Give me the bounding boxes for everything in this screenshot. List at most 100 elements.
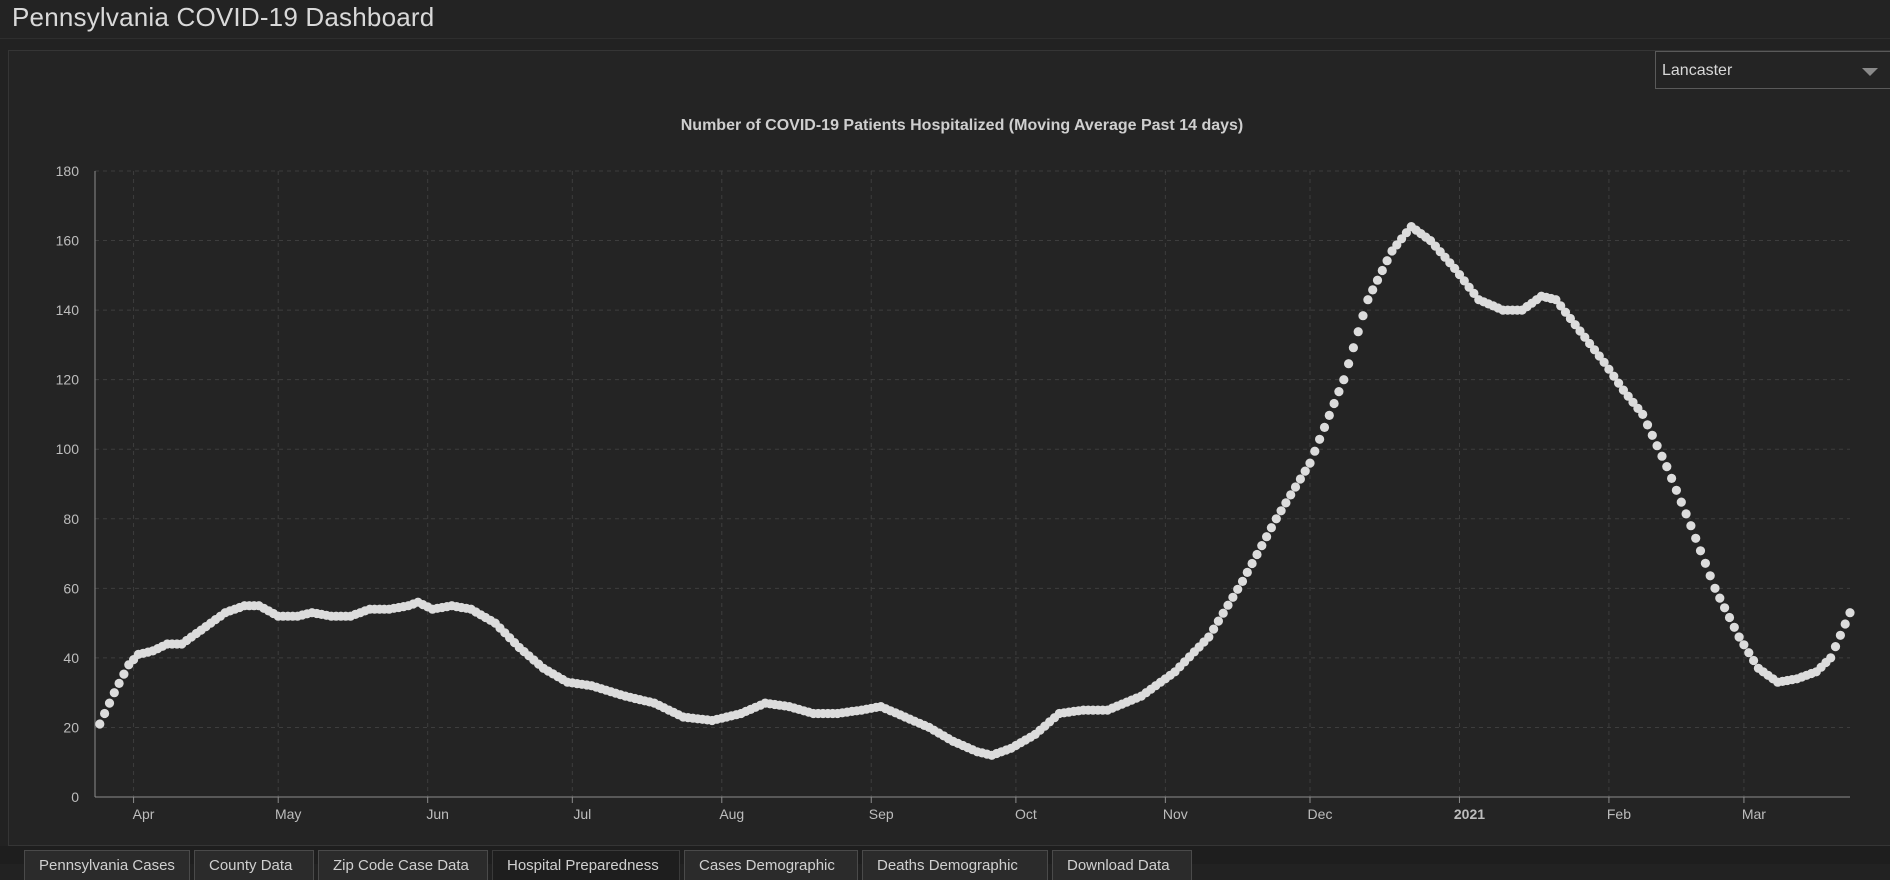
data-point — [1724, 612, 1735, 623]
data-point — [1368, 285, 1378, 295]
tab-download-data[interactable]: Download Data — [1052, 850, 1192, 880]
data-point — [1715, 593, 1725, 603]
y-tick-label: 180 — [56, 163, 80, 179]
y-tick-label: 20 — [63, 719, 79, 735]
data-point — [119, 669, 129, 679]
x-tick-label: Apr — [133, 806, 155, 822]
tab-label: County Data — [209, 857, 293, 874]
data-point — [1213, 616, 1223, 626]
data-point — [1565, 313, 1575, 324]
data-point — [1464, 282, 1474, 292]
data-point — [1276, 506, 1286, 516]
data-point — [1594, 351, 1604, 361]
tab-cases-demographic[interactable]: Cases Demographic — [684, 850, 858, 880]
tab-label: Deaths Demographic — [877, 857, 1018, 874]
x-tick-label: Sep — [869, 806, 894, 822]
data-point — [1242, 567, 1252, 578]
data-point — [1657, 451, 1667, 461]
app-header: Pennsylvania COVID-19 Dashboard — [0, 0, 1890, 39]
data-points — [95, 222, 1855, 760]
data-point — [1556, 301, 1566, 311]
data-point — [1262, 532, 1272, 542]
x-tick-label: 2021 — [1454, 806, 1485, 822]
chevron-down-icon[interactable] — [1862, 68, 1878, 76]
data-point — [1271, 514, 1281, 524]
data-point — [1585, 338, 1595, 349]
data-point — [114, 678, 124, 689]
data-point — [1348, 343, 1358, 353]
y-tick-label: 60 — [63, 580, 79, 596]
data-point — [1281, 498, 1291, 508]
x-tick-label: Jun — [426, 806, 449, 822]
data-point — [1344, 359, 1354, 369]
x-tick-label: Mar — [1742, 806, 1766, 822]
data-point — [1454, 270, 1465, 280]
data-point — [1353, 327, 1363, 337]
data-point — [1739, 640, 1749, 650]
tab-zip-code-case-data[interactable]: Zip Code Case Data — [318, 850, 488, 880]
grid-layer — [95, 170, 1850, 797]
data-point — [1599, 357, 1609, 367]
data-point — [109, 688, 119, 698]
y-tick-label: 0 — [71, 789, 79, 805]
data-point — [1252, 549, 1262, 560]
tab-label: Pennsylvania Cases — [39, 857, 175, 874]
data-point — [1691, 533, 1701, 543]
x-tick-label: May — [275, 806, 301, 822]
y-tick-label: 140 — [56, 302, 80, 318]
data-point — [1609, 371, 1619, 381]
data-point — [1319, 422, 1330, 432]
data-point — [1218, 608, 1228, 618]
county-select[interactable]: Lancaster — [1655, 51, 1890, 89]
tab-hospital-preparedness[interactable]: Hospital Preparedness — [492, 850, 680, 880]
data-point — [1377, 265, 1387, 276]
tab-deaths-demographic[interactable]: Deaths Demographic — [862, 850, 1048, 880]
data-point — [1749, 655, 1759, 666]
data-point — [1551, 295, 1561, 305]
data-point — [1734, 632, 1744, 642]
data-point — [1614, 378, 1624, 388]
data-point — [1705, 571, 1715, 581]
data-point — [1695, 546, 1706, 556]
tab-county-data[interactable]: County Data — [194, 850, 314, 880]
data-point — [1334, 387, 1344, 397]
county-select-value: Lancaster — [1662, 62, 1733, 79]
data-point — [1363, 295, 1373, 305]
data-point — [1662, 462, 1672, 472]
data-point — [1642, 420, 1653, 430]
tab-label: Download Data — [1067, 857, 1170, 874]
tab-label: Hospital Preparedness — [507, 857, 659, 874]
data-point — [1667, 473, 1677, 483]
data-point — [1329, 398, 1339, 409]
data-point — [1681, 509, 1691, 519]
data-point — [1560, 307, 1571, 317]
data-point — [1310, 446, 1320, 456]
data-point — [1459, 276, 1469, 286]
tab-label: Cases Demographic — [699, 857, 835, 874]
y-tick-label: 40 — [63, 650, 79, 666]
y-tick-label: 120 — [56, 372, 80, 388]
data-point — [1315, 434, 1325, 444]
data-point — [1469, 288, 1479, 298]
data-point — [1700, 558, 1710, 568]
data-point — [1720, 603, 1730, 613]
x-tick-label: Feb — [1607, 806, 1631, 822]
x-tick-label: Nov — [1163, 806, 1188, 822]
data-point — [1237, 576, 1248, 587]
tab-pennsylvania-cases[interactable]: Pennsylvania Cases — [24, 850, 190, 880]
data-point — [1570, 320, 1580, 330]
data-point — [1580, 332, 1590, 342]
data-point — [1652, 441, 1662, 451]
data-point — [95, 719, 105, 729]
data-point — [1671, 485, 1681, 495]
data-point — [1204, 632, 1214, 642]
data-point — [1638, 409, 1648, 419]
data-point — [1830, 642, 1841, 652]
data-point — [1450, 263, 1460, 273]
data-point — [1575, 326, 1585, 336]
data-point — [1710, 583, 1720, 593]
data-point — [1300, 466, 1310, 476]
data-point — [1401, 228, 1411, 238]
data-point — [1233, 584, 1243, 594]
x-tick-label: Dec — [1308, 806, 1333, 822]
